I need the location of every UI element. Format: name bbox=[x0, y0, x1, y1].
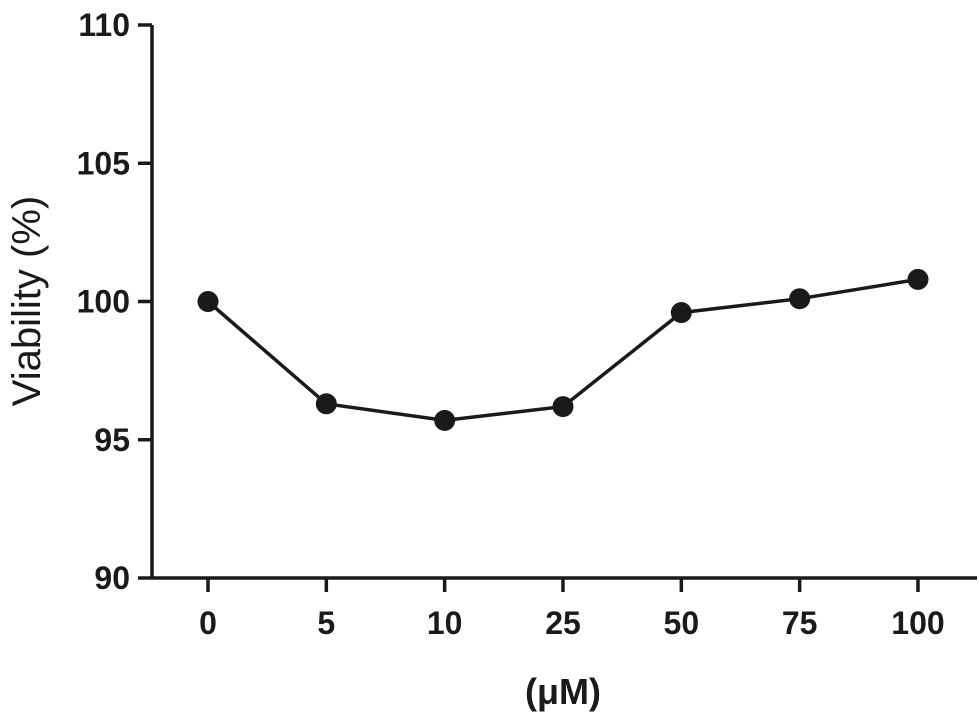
x-tick-label-25: 25 bbox=[545, 605, 581, 641]
y-tick-label-105: 105 bbox=[77, 145, 130, 181]
x-tick-label-10: 10 bbox=[427, 605, 463, 641]
x-axis: 0 5 10 25 50 75 100 bbox=[152, 576, 977, 641]
data-point-0 bbox=[197, 291, 219, 312]
y-tick-label-100: 100 bbox=[77, 284, 130, 320]
data-point-10 bbox=[434, 409, 456, 431]
x-tick-label-0: 0 bbox=[199, 605, 217, 641]
y-axis-title: Viability (%) bbox=[5, 196, 49, 406]
y-tick-label-90: 90 bbox=[94, 560, 130, 596]
data-point-5 bbox=[315, 393, 337, 415]
y-tick-label-95: 95 bbox=[94, 422, 130, 458]
y-axis: 90 95 100 105 110 bbox=[77, 7, 154, 596]
data-point-25 bbox=[552, 396, 574, 418]
y-tick-label-110: 110 bbox=[78, 7, 130, 43]
x-tick-label-5: 5 bbox=[317, 605, 335, 641]
x-axis-title: (μM) bbox=[525, 671, 601, 712]
series-layer bbox=[197, 268, 929, 431]
data-point-50 bbox=[670, 302, 692, 324]
data-point-75 bbox=[789, 288, 811, 310]
x-tick-label-50: 50 bbox=[664, 605, 700, 641]
x-tick-label-100: 100 bbox=[891, 605, 944, 641]
x-tick-label-75: 75 bbox=[782, 605, 818, 641]
data-point-100 bbox=[907, 268, 929, 290]
